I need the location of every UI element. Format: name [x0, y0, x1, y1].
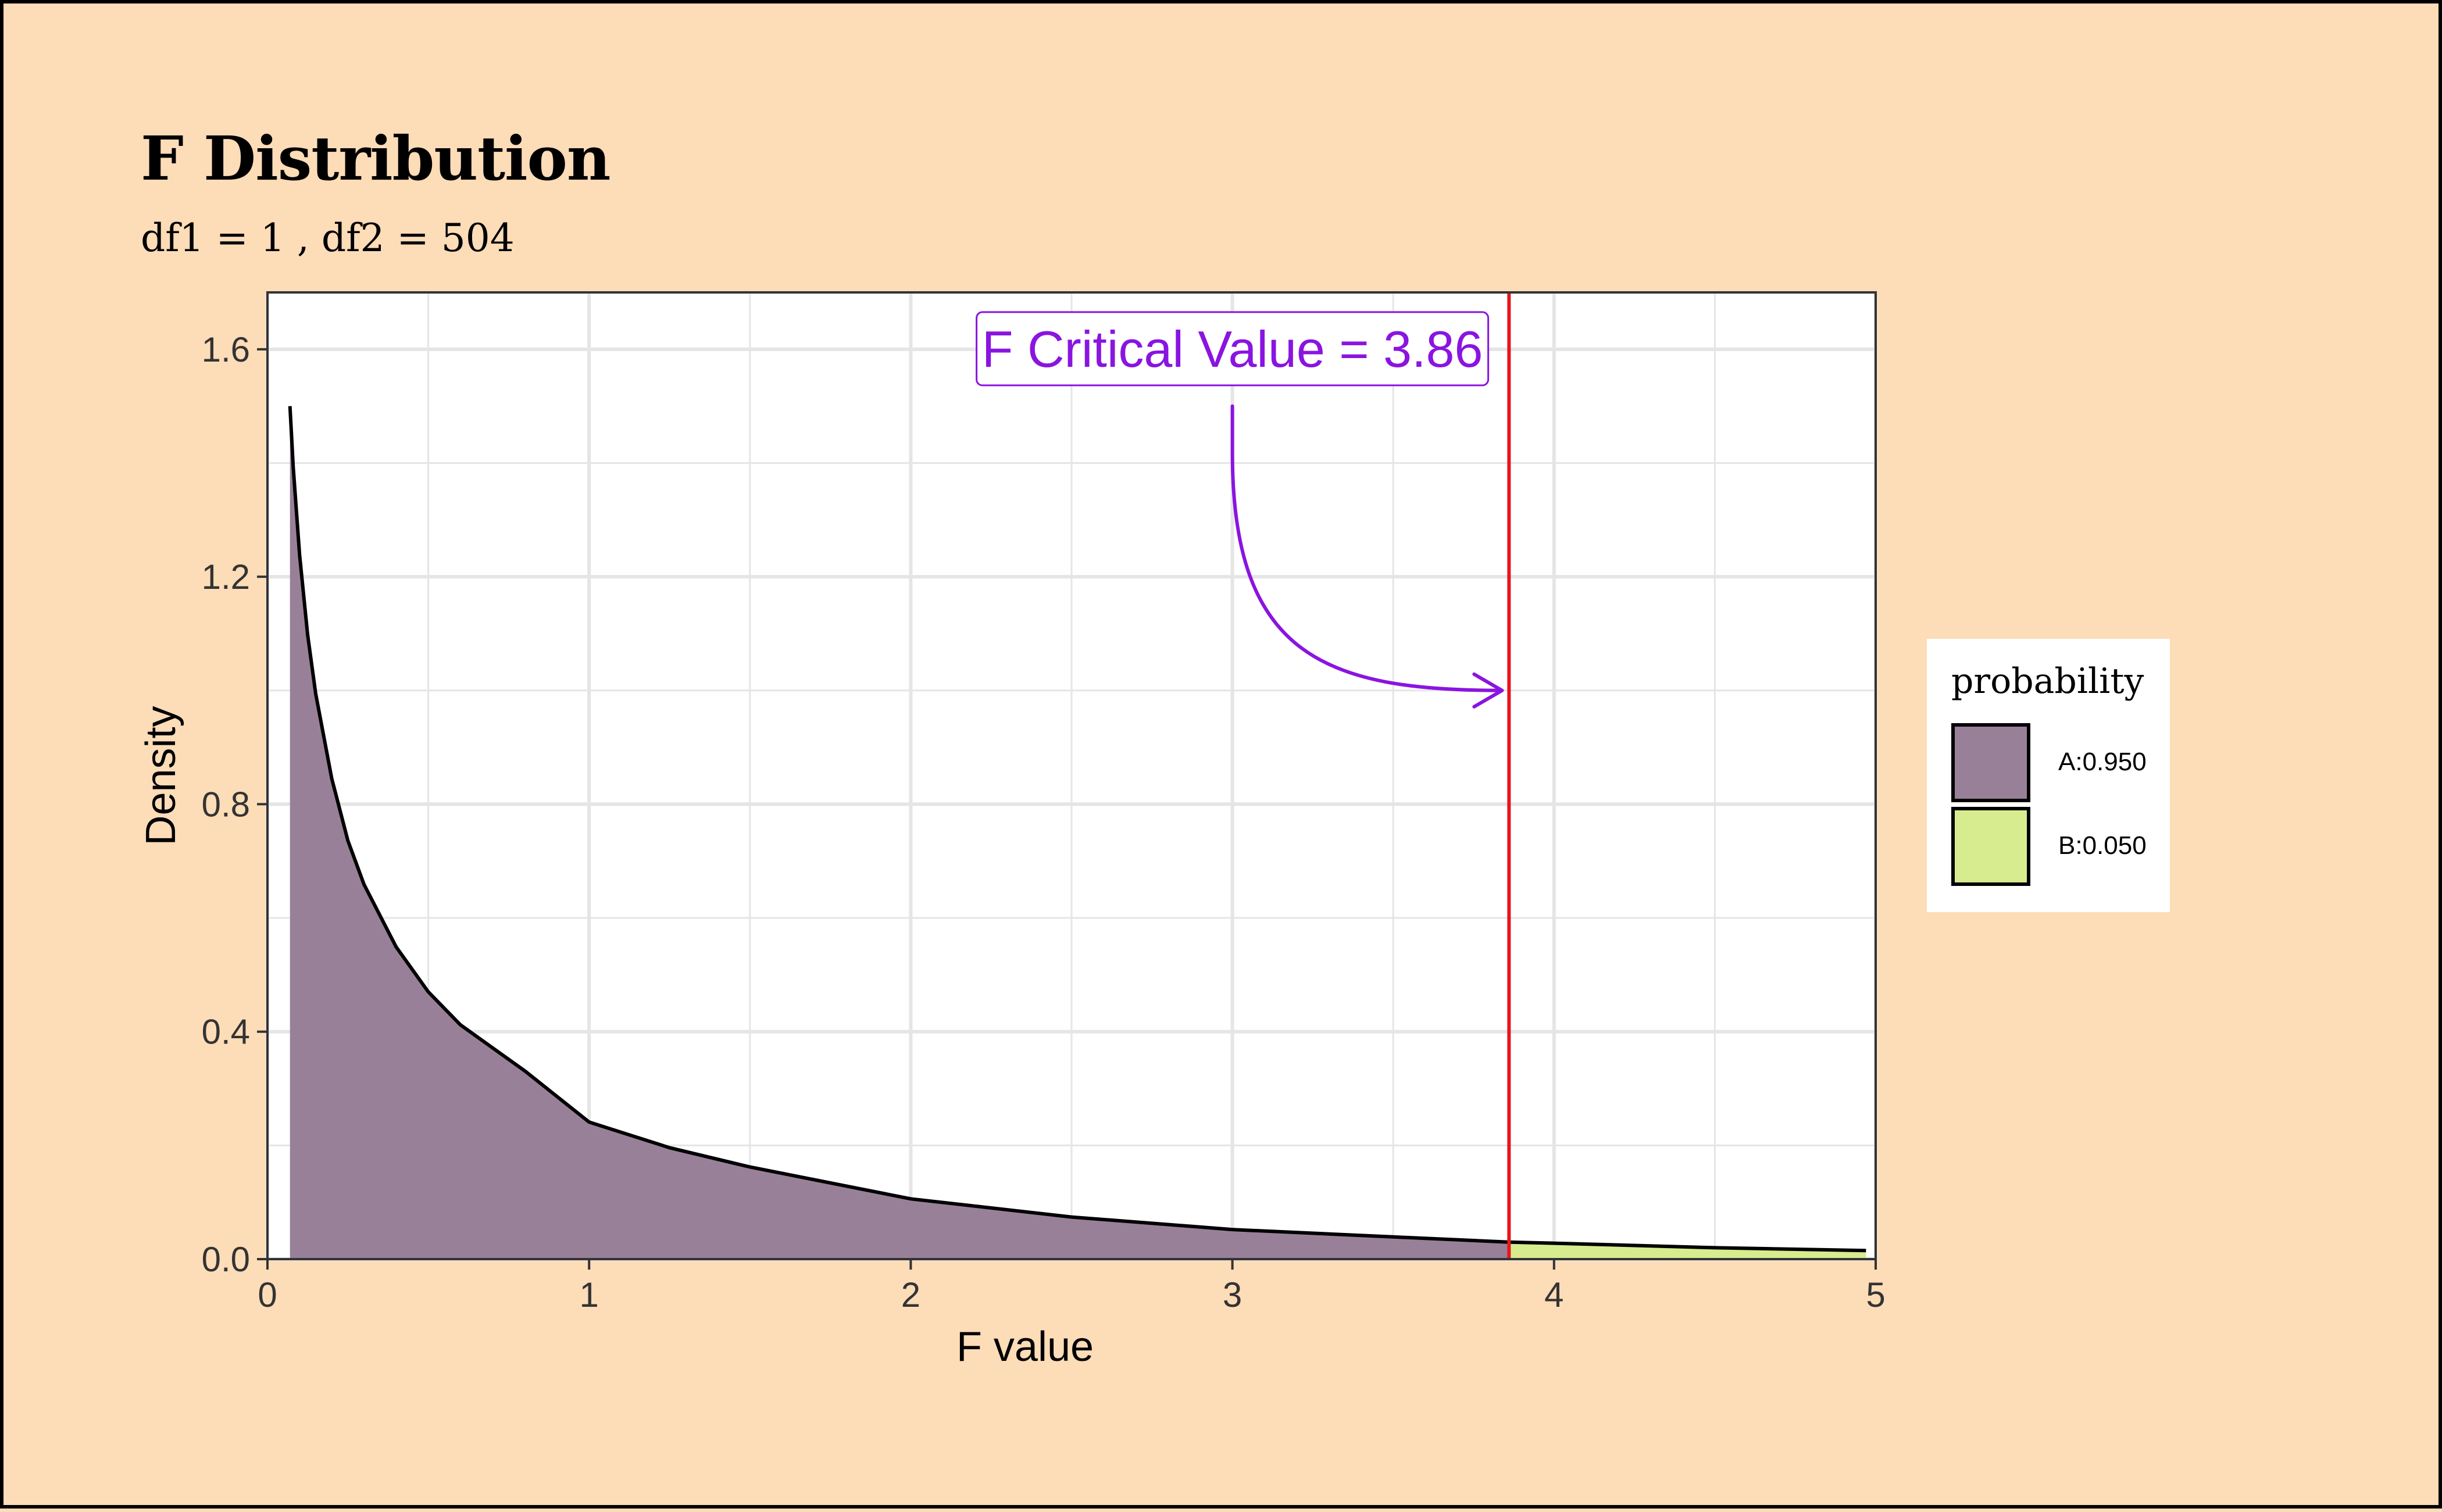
annotation-arrow — [1230, 404, 1504, 692]
grid — [266, 292, 1877, 1261]
region-b-area — [1509, 1242, 1866, 1259]
x-tick-label: 4 — [1544, 1275, 1563, 1314]
chart-subtitle: df1 = 1 , df2 = 504 — [141, 216, 515, 260]
legend-key-a — [1951, 723, 2030, 802]
legend: probability A:0.950 B:0.050 — [1927, 639, 2170, 912]
chart-title: F Distribution — [141, 123, 610, 194]
y-tick-label: 1.2 — [202, 557, 250, 596]
annotation-label: F Critical Value = 3.86 — [982, 320, 1483, 378]
y-tick-label: 1.6 — [202, 330, 250, 369]
arrow-head-icon — [1472, 672, 1504, 709]
plot-border — [266, 291, 1877, 1260]
x-tick-label: 5 — [1866, 1275, 1885, 1314]
legend-label-a: A:0.950 — [2058, 748, 2147, 776]
legend-key-b — [1951, 807, 2030, 886]
x-tick-label: 2 — [901, 1275, 920, 1314]
annotation-label-box — [976, 311, 1490, 387]
y-tick-label: 0.8 — [202, 785, 250, 824]
y-axis-title: Density — [138, 706, 184, 845]
density-curve — [288, 406, 1866, 1253]
x-axis-title: F value — [956, 1324, 1094, 1370]
x-tick-label: 3 — [1223, 1275, 1242, 1314]
legend-label-b: B:0.050 — [2058, 831, 2147, 860]
axes: 0 1 2 3 4 5 0.0 0.4 0.8 1.2 1.6 — [202, 330, 1886, 1314]
y-tick-label: 0.4 — [202, 1013, 250, 1052]
x-tick-label: 1 — [580, 1275, 599, 1314]
chart-svg: F Critical Value = 3.86 0 1 2 3 4 5 0.0 0.4 0.8 1… — [138, 291, 1886, 1370]
legend-title: probability — [1951, 661, 2144, 702]
y-tick-label: 0.0 — [202, 1240, 250, 1279]
region-a-area — [290, 406, 1509, 1260]
x-tick-label: 0 — [258, 1275, 277, 1314]
